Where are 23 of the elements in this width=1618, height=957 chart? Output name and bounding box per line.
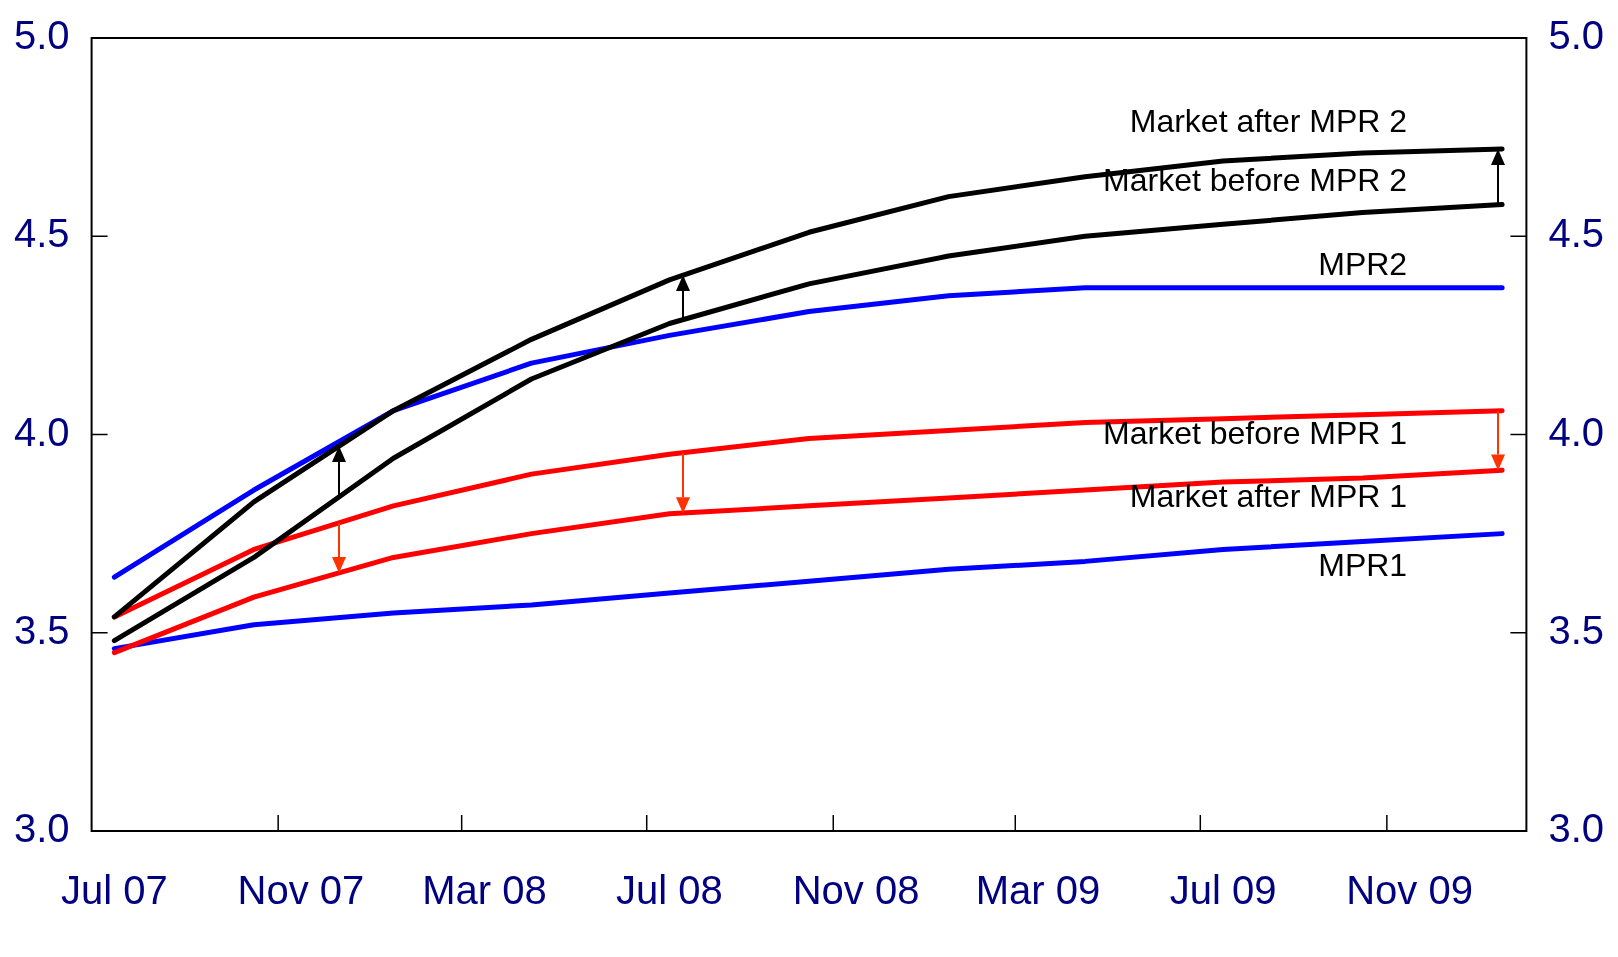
series-label: Market after MPR 1 <box>1129 478 1408 515</box>
y-tick-label: 4.5 <box>14 211 70 256</box>
y-tick-label: 3.5 <box>14 607 70 652</box>
x-tick-label: Nov 09 <box>1346 868 1473 913</box>
y2-tick-label: 4.5 <box>1548 211 1604 256</box>
y2-tick-label: 3.5 <box>1548 607 1604 652</box>
y2-tick-label: 5.0 <box>1548 13 1604 58</box>
x-tick-label: Jul 09 <box>1169 868 1277 913</box>
y2-tick-label: 4.0 <box>1548 409 1604 454</box>
x-tick-label: Jul 08 <box>616 868 723 913</box>
series-label: MPR2 <box>1318 245 1408 282</box>
x-tick-label: Nov 07 <box>237 868 365 913</box>
y2-tick-label: 3.0 <box>1548 806 1604 851</box>
series-label: Market after MPR 2 <box>1129 102 1408 139</box>
y-tick-label: 5.0 <box>14 13 70 58</box>
series-label: Market before MPR 1 <box>1103 414 1408 451</box>
y-tick-label: 3.0 <box>14 806 70 851</box>
y-tick-label: 4.0 <box>14 409 70 454</box>
x-tick-label: Nov 08 <box>792 868 920 913</box>
series-label: MPR1 <box>1318 547 1408 584</box>
x-tick-label: Jul 07 <box>60 868 168 913</box>
x-tick-label: Mar 08 <box>422 868 547 913</box>
x-tick-label: Mar 09 <box>975 868 1101 913</box>
